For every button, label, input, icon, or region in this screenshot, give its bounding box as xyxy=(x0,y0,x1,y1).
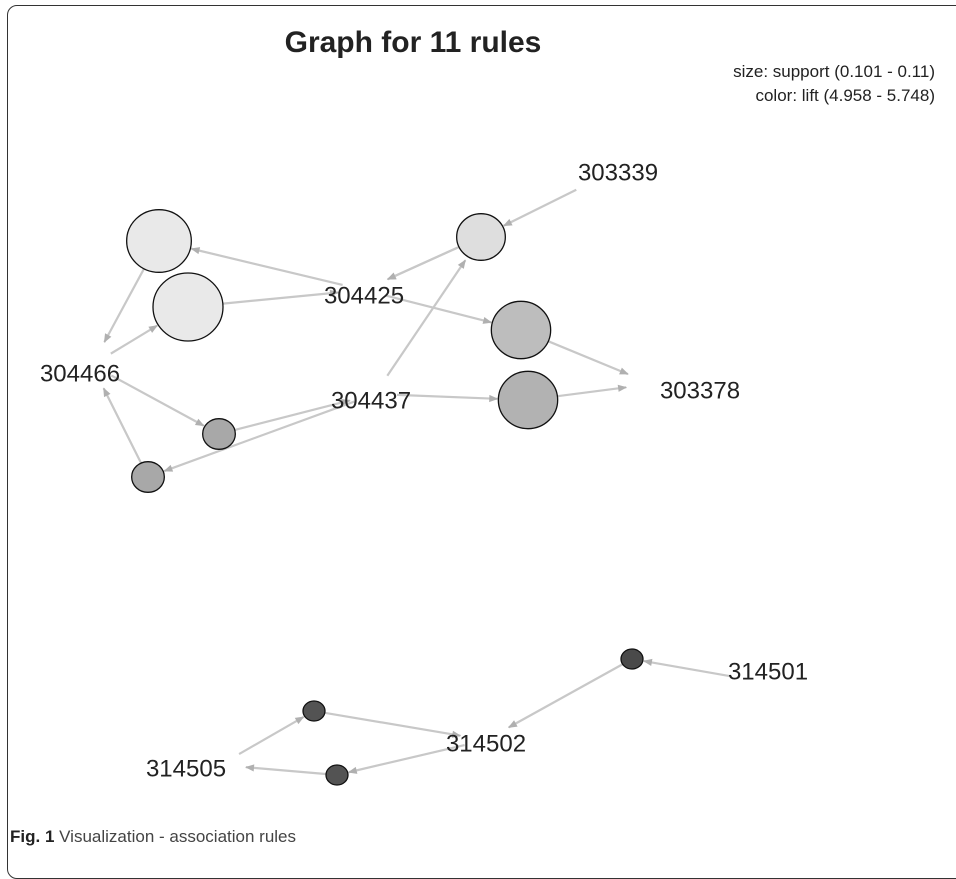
edge-rule-5-to-303378 xyxy=(547,339,629,376)
rule-node-11 xyxy=(620,648,644,670)
edge-314502-to-rule-10 xyxy=(347,743,465,774)
rule-node-layer xyxy=(126,209,644,786)
rule-node-10 xyxy=(325,764,349,786)
edge-rule-10-to-314505 xyxy=(245,764,328,776)
rule-node-2 xyxy=(126,209,192,273)
edge-304466-to-rule-1 xyxy=(110,324,158,355)
figure-number: Fig. 1 xyxy=(10,827,55,846)
edge-rule-2-to-304466 xyxy=(103,268,146,343)
legend-color: color: lift (4.958 - 5.748) xyxy=(755,86,935,105)
association-rules-graph: Graph for 11 rules size: support (0.101 … xyxy=(40,26,935,786)
graph-title: Graph for 11 rules xyxy=(285,26,542,59)
rule-node-5 xyxy=(490,300,552,360)
edge-layer xyxy=(102,188,731,776)
rule-node-1 xyxy=(152,272,224,342)
edge-304437-to-rule-6 xyxy=(396,393,499,403)
edge-314505-to-rule-9 xyxy=(238,716,305,755)
rule-node-3 xyxy=(456,213,506,261)
edge-rule-6-to-303378 xyxy=(556,384,628,398)
item-label-304466: 304466 xyxy=(40,360,120,387)
edge-rule-9-to-314502 xyxy=(323,711,462,738)
edge-314501-to-rule-11 xyxy=(642,658,731,678)
rule-node-8 xyxy=(131,461,165,493)
item-label-314502: 314502 xyxy=(446,730,526,757)
figure-caption: Fig. 1 Visualization - association rules xyxy=(10,827,296,847)
rule-node-9 xyxy=(302,700,326,722)
edge-304425-to-rule-2 xyxy=(190,247,343,286)
legend-size: size: support (0.101 - 0.11) xyxy=(733,62,935,81)
edge-rule-4-to-304425 xyxy=(386,246,458,281)
item-label-314501: 314501 xyxy=(728,658,808,685)
edge-304425-to-rule-5 xyxy=(385,294,493,324)
edge-304466-to-rule-7 xyxy=(110,374,205,427)
edge-304437-to-rule-4 xyxy=(386,259,467,377)
figure-caption-text: Visualization - association rules xyxy=(59,827,297,846)
item-label-304437: 304437 xyxy=(331,387,411,414)
item-label-303378: 303378 xyxy=(660,377,740,404)
edge-rule-1-to-304425 xyxy=(221,289,340,305)
item-label-layer: 303339 304425 304466 304437 303378 314501 3145… xyxy=(40,159,808,782)
edge-303339-to-rule-3 xyxy=(502,188,577,227)
edge-rule-7-to-304437 xyxy=(233,398,351,432)
edge-rule-8-to-304466 xyxy=(102,387,143,464)
item-label-304425: 304425 xyxy=(324,282,404,309)
edge-rule-11-to-314502 xyxy=(507,662,624,729)
rule-node-6 xyxy=(497,370,559,430)
edge-304437-to-rule-8 xyxy=(163,400,355,473)
item-label-303339: 303339 xyxy=(578,159,658,186)
rule-node-7 xyxy=(202,418,236,450)
item-label-314505: 314505 xyxy=(146,755,226,782)
